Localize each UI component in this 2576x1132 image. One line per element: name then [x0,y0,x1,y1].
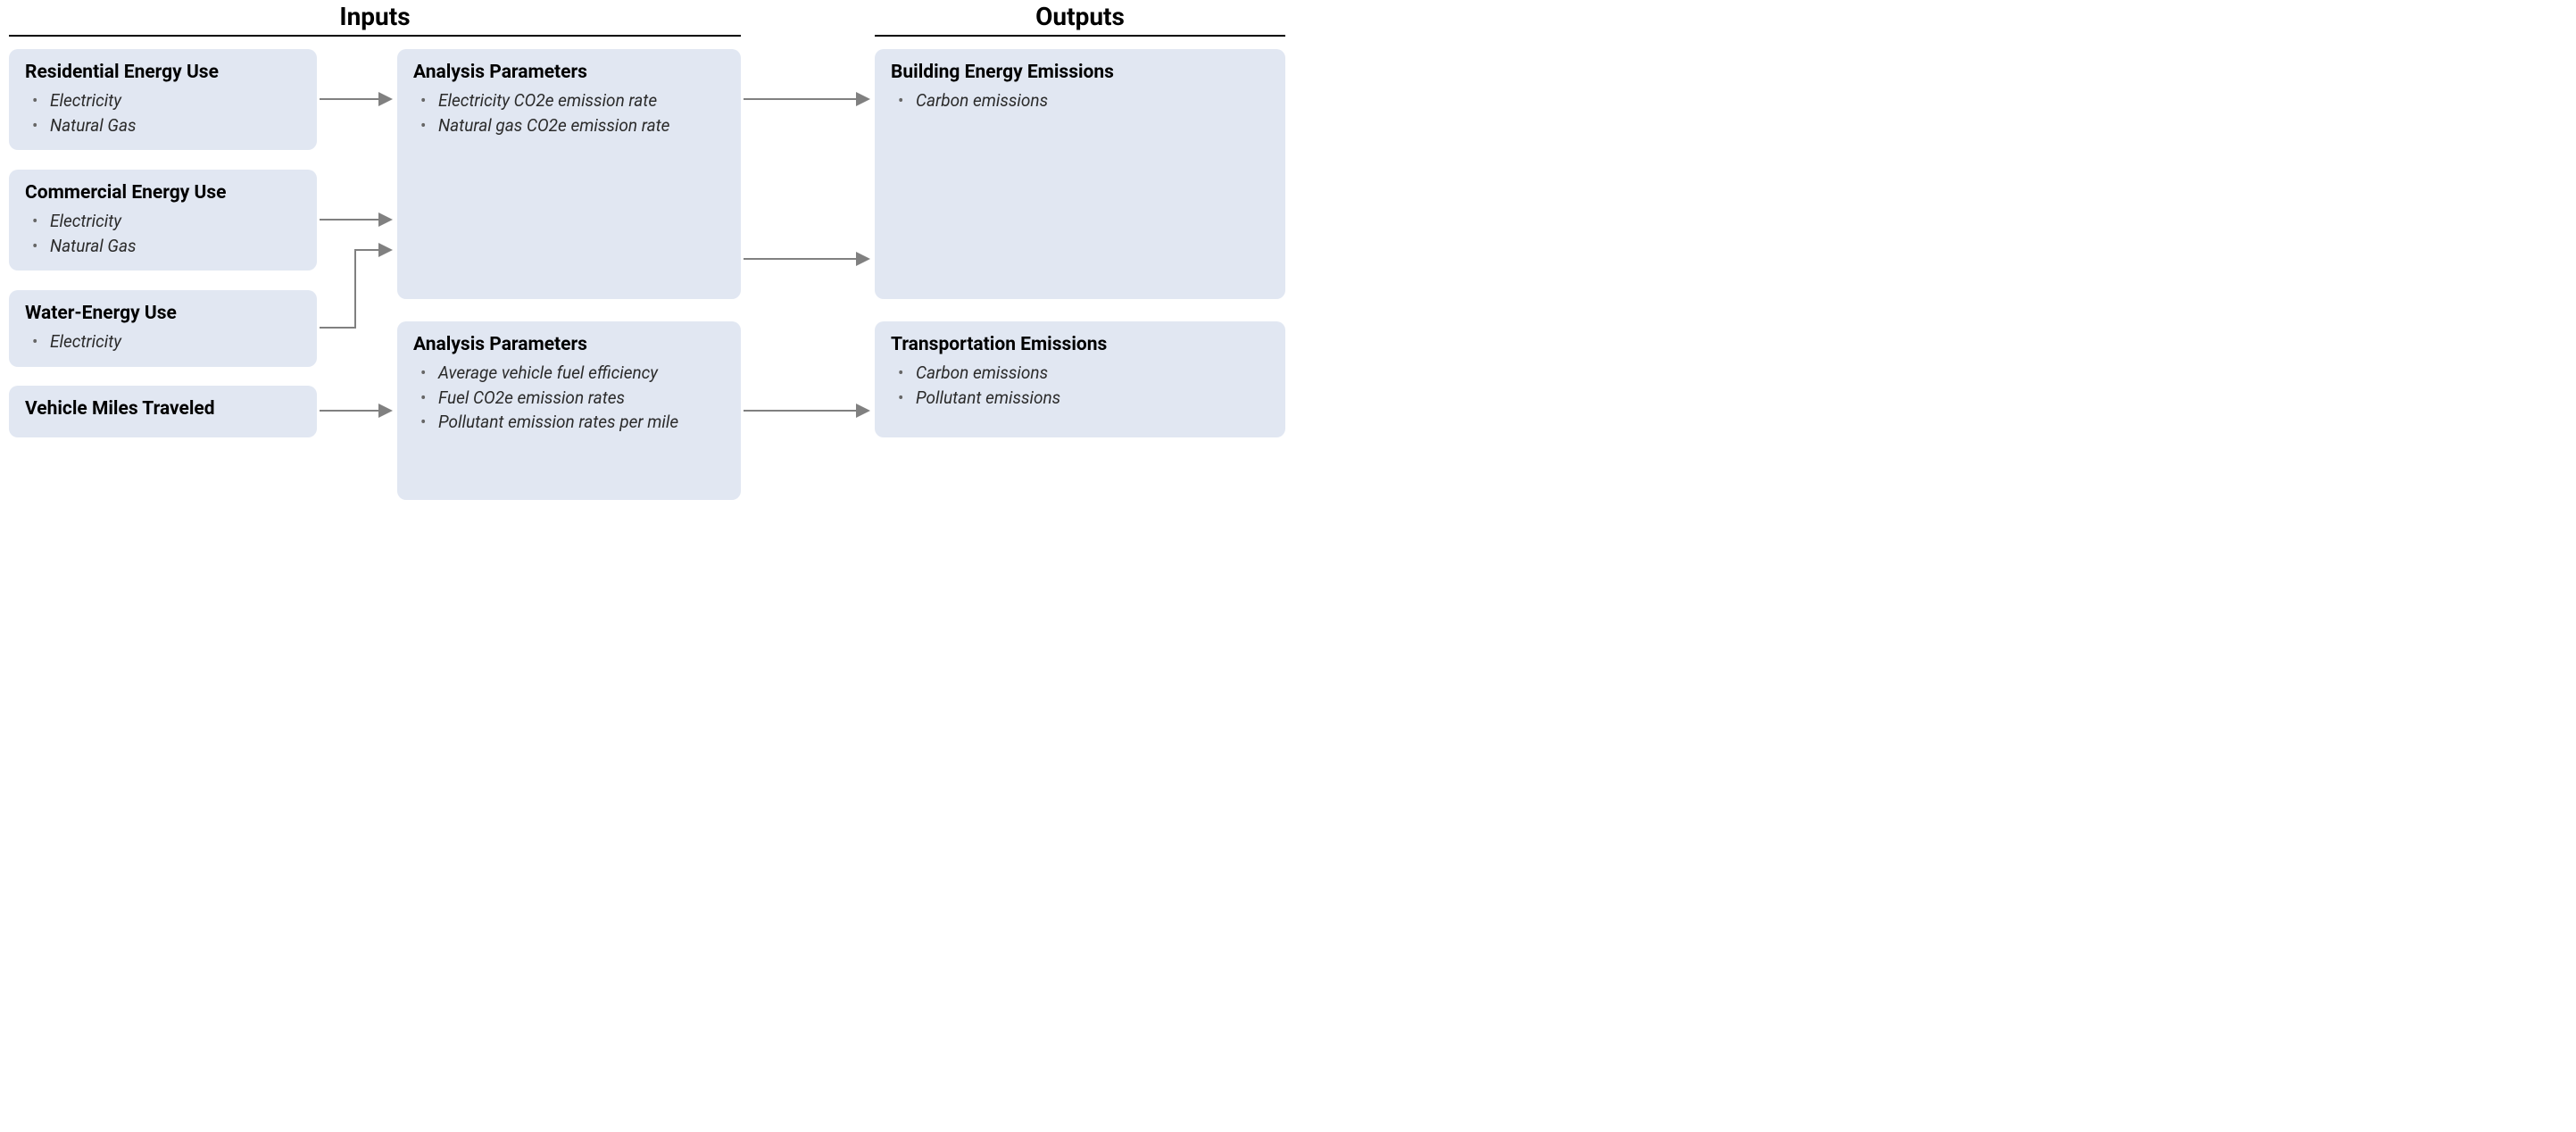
residential-item: Natural Gas [32,113,301,138]
commercial-title: Commercial Energy Use [25,182,301,204]
params1-item: Natural gas CO2e emission rate [420,113,725,138]
residential-list: ElectricityNatural Gas [25,88,301,137]
transport-item: Carbon emissions [898,361,1269,386]
water-list: Electricity [25,329,301,354]
building-item: Carbon emissions [898,88,1269,113]
transport-title: Transportation Emissions [891,334,1269,355]
building-title: Building Energy Emissions [891,62,1269,83]
water-box: Water-Energy Use Electricity [9,290,317,367]
params1-item: Electricity CO2e emission rate [420,88,725,113]
water-title: Water-Energy Use [25,303,301,324]
commercial-item: Natural Gas [32,234,301,259]
commercial-item: Electricity [32,209,301,234]
params2-box: Analysis Parameters Average vehicle fuel… [397,321,741,500]
transport-box: Transportation Emissions Carbon emission… [875,321,1285,437]
params2-title: Analysis Parameters [413,334,725,355]
params2-list: Average vehicle fuel efficiencyFuel CO2e… [413,361,725,435]
outputs-header: Outputs [875,2,1285,37]
transport-list: Carbon emissionsPollutant emissions [891,361,1269,410]
residential-box: Residential Energy Use ElectricityNatura… [9,49,317,150]
vmt-title: Vehicle Miles Traveled [25,398,301,420]
water-item: Electricity [32,329,301,354]
params1-title: Analysis Parameters [413,62,725,83]
transport-item: Pollutant emissions [898,386,1269,411]
vmt-box: Vehicle Miles Traveled [9,386,317,437]
params1-list: Electricity CO2e emission rateNatural ga… [413,88,725,137]
arrow [320,250,391,328]
building-box: Building Energy Emissions Carbon emissio… [875,49,1285,299]
params1-box: Analysis Parameters Electricity CO2e emi… [397,49,741,299]
params2-item: Fuel CO2e emission rates [420,386,725,411]
params2-item: Average vehicle fuel efficiency [420,361,725,386]
commercial-list: ElectricityNatural Gas [25,209,301,258]
params2-item: Pollutant emission rates per mile [420,410,725,435]
inputs-header: Inputs [9,2,741,37]
residential-title: Residential Energy Use [25,62,301,83]
residential-item: Electricity [32,88,301,113]
commercial-box: Commercial Energy Use ElectricityNatural… [9,170,317,271]
building-list: Carbon emissions [891,88,1269,113]
